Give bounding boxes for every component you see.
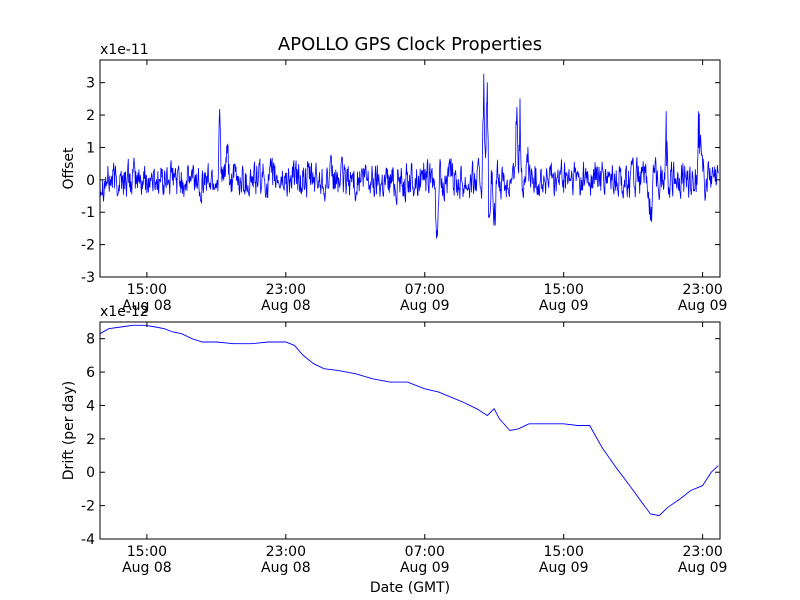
- offset-xtick-time: 23:00: [266, 282, 306, 298]
- drift-xtick-time: 23:00: [266, 544, 306, 560]
- offset-xtick-time: 23:00: [682, 282, 722, 298]
- offset-ytick-label: -2: [81, 238, 95, 254]
- drift-plot-frame: [99, 321, 721, 540]
- offset-xtick-time: 07:00: [405, 282, 445, 298]
- offset-xtick-date: Aug 09: [400, 298, 450, 314]
- offset-xtick-date: Aug 08: [122, 298, 172, 314]
- drift-xtick-time: 15:00: [127, 544, 167, 560]
- drift-ytick-label: -2: [81, 499, 95, 515]
- offset-xtick-date: Aug 09: [539, 298, 589, 314]
- drift-series-line: [99, 324, 719, 517]
- drift-xtick-time: 23:00: [682, 544, 722, 560]
- drift-xtick-time: 15:00: [544, 544, 584, 560]
- drift-xtick-date: Aug 09: [539, 560, 589, 576]
- offset-xtick-time: 15:00: [544, 282, 584, 298]
- offset-xtick-date: Aug 09: [678, 298, 728, 314]
- offset-plot-frame: [99, 59, 721, 278]
- offset-ylabel: Offset: [61, 147, 77, 190]
- offset-series-line: [99, 73, 719, 239]
- drift-xtick-date: Aug 08: [261, 560, 311, 576]
- offset-ytick-label: -3: [81, 270, 95, 286]
- drift-ylabel: Drift (per day): [61, 381, 77, 480]
- offset-scale-label: x1e-11: [100, 42, 149, 58]
- drift-ytick-label: -4: [81, 532, 95, 548]
- drift-ytick-label: 6: [86, 365, 95, 381]
- drift-ytick-label: 8: [86, 332, 95, 348]
- drift-xlabel: Date (GMT): [370, 580, 450, 596]
- offset-xtick-time: 15:00: [127, 282, 167, 298]
- drift-scale-label: x1e-12: [100, 304, 149, 320]
- offset-ytick-label: 0: [86, 173, 95, 189]
- drift-xtick-date: Aug 08: [122, 560, 172, 576]
- drift-xtick-date: Aug 09: [400, 560, 450, 576]
- offset-xtick-date: Aug 08: [261, 298, 311, 314]
- drift-xtick-date: Aug 09: [678, 560, 728, 576]
- offset-ytick-label: -1: [81, 205, 95, 221]
- offset-ytick-label: 2: [86, 108, 95, 124]
- offset-ytick-label: 3: [86, 76, 95, 92]
- drift-ytick-label: 2: [86, 432, 95, 448]
- offset-ytick-label: 1: [86, 140, 95, 156]
- drift-xtick-time: 07:00: [405, 544, 445, 560]
- drift-ytick-label: 4: [86, 398, 95, 414]
- drift-ytick-label: 0: [86, 465, 95, 481]
- chart-title: APOLLO GPS Clock Properties: [278, 34, 542, 55]
